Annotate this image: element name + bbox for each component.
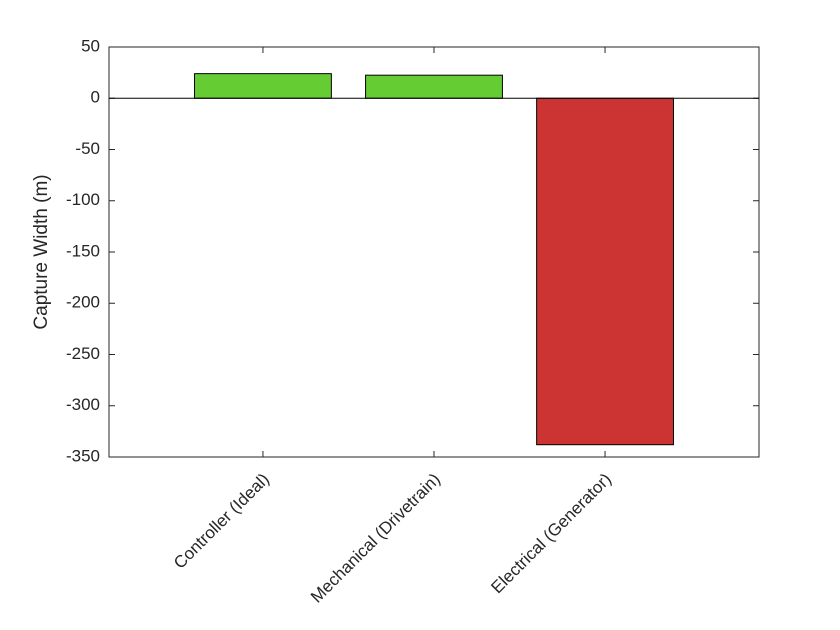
bar: [365, 74, 503, 99]
y-tick-label: 50: [81, 36, 100, 55]
y-axis-label: Capture Width (m): [31, 174, 52, 329]
y-tick-label: -300: [66, 395, 100, 414]
y-tick-label: -200: [66, 293, 100, 312]
y-tick-label: -50: [75, 139, 100, 158]
y-tick-label: 0: [91, 88, 100, 107]
y-tick-label: -250: [66, 344, 100, 363]
y-tick-label: -100: [66, 190, 100, 209]
bar: [536, 97, 674, 446]
bar: [194, 73, 332, 99]
y-tick-label: -350: [66, 446, 100, 465]
y-tick-label: -150: [66, 241, 100, 260]
